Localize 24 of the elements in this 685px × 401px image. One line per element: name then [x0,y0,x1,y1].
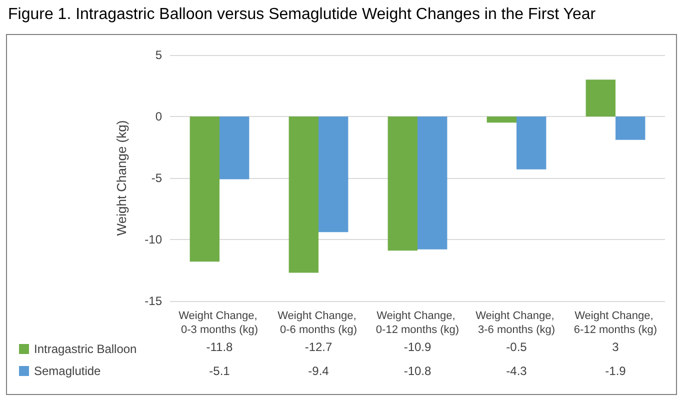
x-tick-label: Weight Change, 0-3 months (kg) [178,310,260,336]
data-label: -0.5 [506,340,528,354]
y-axis-title: Weight Change (kg) [114,120,129,236]
x-tick-label: Weight Change, 0-6 months (kg) [278,310,360,336]
data-label: -1.9 [605,364,626,378]
x-tick-label: Weight Change, 0-12 months (kg) [376,310,460,336]
data-label: -4.3 [506,364,528,378]
data-label: 3 [612,340,620,354]
x-tick-label: Weight Change, 6-12 months (kg) [574,310,658,336]
data-label: -10.9 [404,340,432,354]
chart-title: Figure 1. Intragastric Balloon versus Semaglutide Weight Changes in the First Year [8,6,596,24]
x-tick-label: Weight Change, 3-6 months (kg) [476,310,558,336]
data-label: -10.8 [404,364,432,378]
data-label: -9.4 [308,364,330,378]
y-tick-label: 0 [155,110,162,124]
y-tick-label: -5 [151,171,162,185]
y-tick-label: -15 [144,294,162,308]
legend-label: Intragastric Balloon [34,342,137,356]
data-label: -5.1 [209,364,230,378]
legend-label: Semaglutide [34,364,102,378]
data-label: -11.8 [206,340,234,354]
y-tick-label: -10 [144,232,162,246]
data-label: -12.7 [304,340,332,354]
y-tick-label: 5 [155,48,162,62]
